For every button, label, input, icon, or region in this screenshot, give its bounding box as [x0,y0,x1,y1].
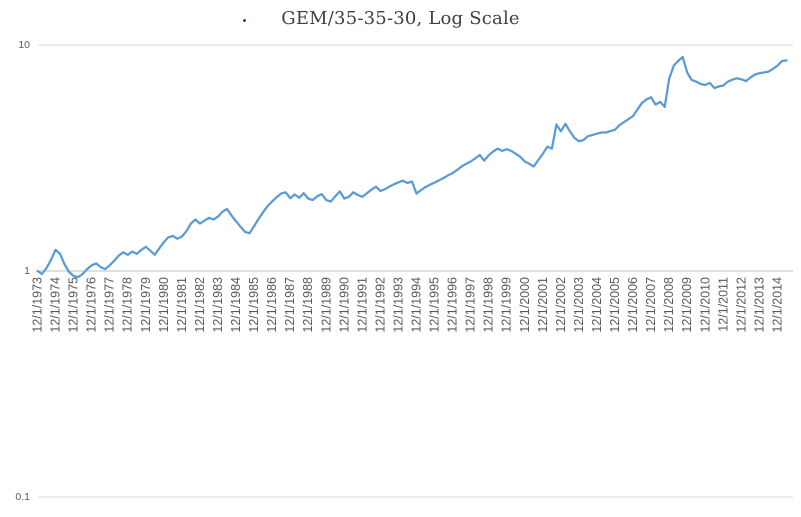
x-tick-label: 12/1/2010 [698,277,712,333]
x-tick-label: 12/1/2000 [518,277,532,333]
x-tick-label: 12/1/1993 [391,277,405,333]
x-tick-label: 12/1/2012 [734,277,748,333]
x-tick-label: 12/1/1992 [373,277,387,333]
x-tick-label: 12/1/1998 [482,277,496,333]
x-tick-label: 12/1/1983 [211,277,225,333]
x-tick-label: 12/1/2014 [770,277,784,333]
x-tick-label: 12/1/2011 [716,277,730,332]
series-line [36,55,788,279]
x-tick-label: 12/1/2004 [590,277,604,333]
x-tick-label: 12/1/2007 [644,277,658,333]
x-tick-label: 12/1/1979 [139,277,153,333]
x-tick-label: 12/1/1982 [193,277,207,333]
x-tick-label: 12/1/2002 [554,277,568,333]
x-tick-label: 12/1/2009 [680,277,694,333]
x-tick-label: 12/1/1994 [410,277,424,333]
x-tick-label: 12/1/1974 [49,277,63,333]
x-tick-label: 12/1/1978 [121,277,135,333]
x-tick-label: 12/1/1977 [103,277,117,333]
x-tick-label: 12/1/1984 [229,277,243,333]
x-tick-label: 12/1/1980 [157,277,171,333]
x-tick-label: 12/1/1996 [446,277,460,333]
x-tick-label: 12/1/2003 [572,277,586,333]
x-tick-label: 12/1/1987 [283,277,297,333]
x-tick-label: 12/1/1986 [265,277,279,333]
x-tick-label: 12/1/1999 [500,277,514,333]
x-tick-label: 12/1/2001 [536,277,550,333]
y-tick-label: 10 [18,39,30,51]
title-dot [243,19,246,22]
x-tick-label: 12/1/1985 [247,277,261,333]
x-tick-label: 12/1/1973 [31,277,45,333]
y-tick-label: 1 [24,265,30,277]
x-tick-label: 12/1/1976 [85,277,99,333]
x-tick-label: 12/1/1988 [301,277,315,333]
y-tick-label: 0.1 [15,491,30,503]
x-tick-label: 12/1/2008 [662,277,676,333]
x-tick-label: 12/1/1991 [355,277,369,333]
x-tick-label: 12/1/2013 [752,277,766,333]
x-tick-label: 12/1/2006 [626,277,640,333]
x-tick-label: 12/1/1990 [337,277,351,333]
x-tick-label: 12/1/1989 [319,277,333,333]
x-tick-label: 12/1/1995 [428,277,442,333]
x-tick-label: 12/1/1981 [175,277,189,333]
x-tick-label: 12/1/1997 [464,277,478,333]
chart-title: GEM/35-35-30, Log Scale [281,8,520,29]
x-tick-label: 12/1/1975 [67,277,81,333]
x-tick-label: 12/1/2005 [608,277,622,333]
